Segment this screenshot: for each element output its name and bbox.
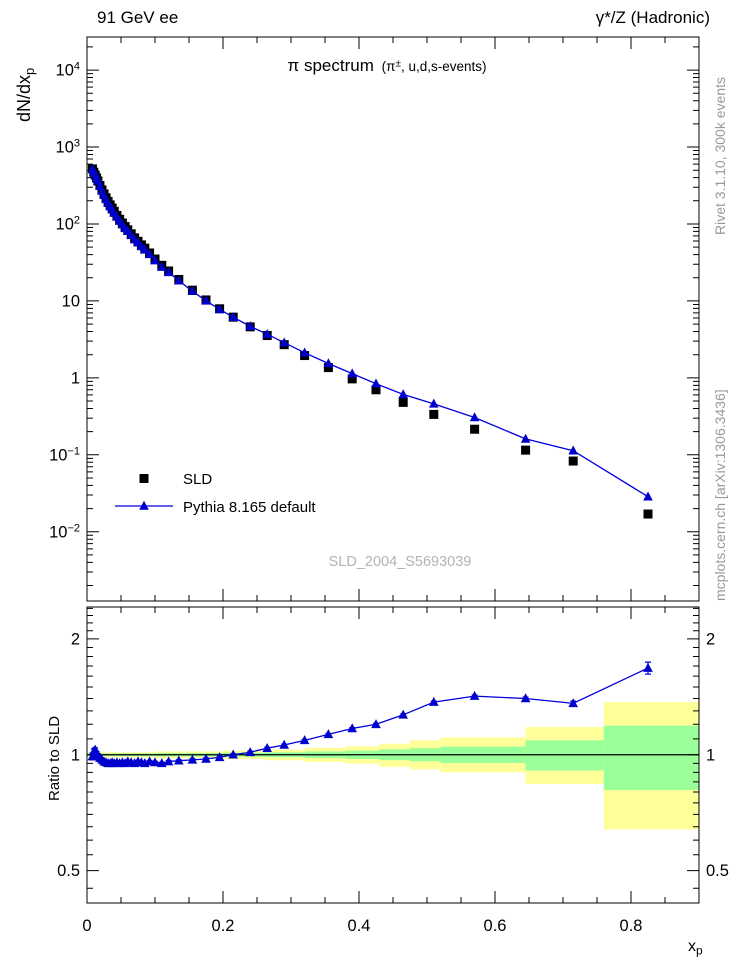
legend-item-pythia: Pythia 8.165 default	[115, 499, 316, 516]
sld-square-icon	[139, 474, 149, 483]
uncertainty-bands	[87, 702, 699, 830]
rivet-version-label: Rivet 3.1.10, 300k events	[712, 77, 728, 235]
x-tick-labels: 0 0.2 0.4 0.6 0.8	[82, 917, 642, 935]
x-tick-label: 0.6	[484, 917, 507, 935]
main-y-tick-label: 104	[56, 61, 80, 80]
x-axis: 0 0.2 0.4 0.6 0.8 xp	[82, 917, 703, 958]
mcplots-reference-label: mcplots.cern.ch [arXiv:1306.3436]	[712, 389, 728, 601]
ratio-axis-ticks	[86, 607, 700, 903]
header: 91 GeV ee γ*/Z (Hadronic)	[97, 8, 710, 27]
ratio-y-tick-labels: 2 2 1 1 0.5 0.5	[57, 630, 729, 880]
pythia-ratio-curve	[87, 661, 653, 768]
band-stat-uncertainty	[525, 740, 604, 771]
pythia-triangle-icon	[139, 500, 149, 510]
ratio-y-tick-label: 0.5	[57, 862, 80, 880]
legend-item-sld: SLD	[139, 471, 212, 488]
side-annotations: Rivet 3.1.10, 300k events mcplots.cern.c…	[712, 77, 728, 601]
main-y-tick-label: 10	[62, 292, 80, 310]
legend: SLD Pythia 8.165 default	[115, 471, 316, 516]
main-y-tick-label: 102	[56, 214, 80, 233]
x-axis-title: xp	[688, 938, 703, 958]
x-tick-label: 0.4	[348, 917, 371, 935]
watermark: SLD_2004_S5693039	[329, 554, 472, 570]
ratio-y-axis-title: Ratio to SLD	[46, 716, 63, 801]
legend-label-sld: SLD	[183, 471, 212, 488]
ratio-y-tick-label: 1	[706, 746, 715, 764]
process-label: γ*/Z (Hadronic)	[596, 8, 710, 27]
x-tick-label: 0.2	[212, 917, 235, 935]
ratio-y-tick-label: 0.5	[706, 862, 729, 880]
band-stat-uncertainty	[603, 725, 699, 790]
main-y-tick-label: 10−1	[49, 445, 80, 464]
legend-label-pythia: Pythia 8.165 default	[183, 499, 316, 516]
pythia-curve	[87, 164, 653, 501]
main-y-tick-label: 1	[71, 369, 80, 387]
x-tick-label: 0.8	[620, 917, 643, 935]
beam-energy-label: 91 GeV ee	[97, 8, 178, 27]
main-plot-frame	[86, 36, 700, 602]
plot-title: π spectrum (π±, u,d,s-events)	[288, 56, 487, 75]
main-y-tick-label: 10−2	[49, 522, 80, 541]
ratio-y-tick-label: 1	[71, 746, 80, 764]
x-tick-label: 0	[82, 917, 91, 935]
ratio-y-tick-label: 2	[71, 630, 80, 648]
main-y-axis-title: dN/dxp	[14, 68, 37, 122]
sld-data-points	[87, 164, 653, 519]
ratio-y-tick-label: 2	[706, 630, 715, 648]
main-y-tick-label: 103	[56, 138, 80, 157]
main-axis-ticks	[86, 37, 700, 601]
ratio-panel: 2 2 1 1 0.5 0.5 Ratio to SLD	[46, 606, 729, 904]
